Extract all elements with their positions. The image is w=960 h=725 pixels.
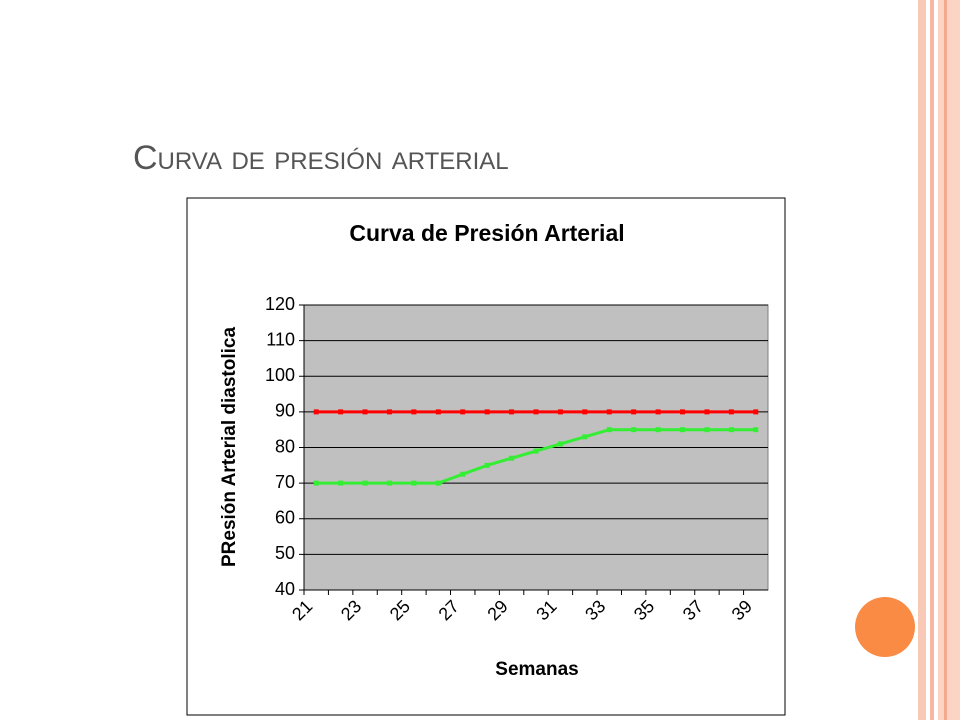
y-tick-label: 100 [265,365,295,385]
point [435,409,441,415]
point [704,409,710,415]
y-axis-title: PResión Arterial diastolica [219,327,240,567]
point [680,427,686,433]
point [484,462,490,468]
point [411,480,417,486]
stripe [944,0,947,720]
y-tick-label: 90 [275,401,295,421]
point [411,409,417,415]
point [557,441,563,447]
point [362,409,368,415]
point [533,448,539,454]
point [313,409,319,415]
stripe [930,0,934,720]
point [631,427,637,433]
point [704,427,710,433]
point [362,480,368,486]
stripe [918,0,926,720]
stripe [938,0,960,720]
slide-title: Curva de presión arterial [133,139,509,177]
decor-circle [855,597,915,657]
point [338,480,344,486]
point [533,409,539,415]
point [460,471,466,477]
point [460,409,466,415]
point [509,409,515,415]
point [338,409,344,415]
y-tick-label: 40 [275,579,295,599]
point [582,409,588,415]
y-tick-label: 120 [265,294,295,314]
point [753,409,759,415]
point [313,480,319,486]
point [386,480,392,486]
point [728,409,734,415]
point [655,427,661,433]
point [753,427,759,433]
point [509,455,515,461]
point [631,409,637,415]
point [386,409,392,415]
point [655,409,661,415]
point [435,480,441,486]
y-tick-label: 80 [275,436,295,456]
x-axis-title: Semanas [495,659,578,680]
point [557,409,563,415]
point [582,434,588,440]
y-tick-label: 50 [275,543,295,563]
chart-title: Curva de Presión Arterial [349,220,624,246]
point [728,427,734,433]
y-tick-label: 60 [275,508,295,528]
point [606,427,612,433]
point [484,409,490,415]
y-tick-label: 70 [275,472,295,492]
point [680,409,686,415]
y-tick-label: 110 [266,329,295,349]
point [606,409,612,415]
